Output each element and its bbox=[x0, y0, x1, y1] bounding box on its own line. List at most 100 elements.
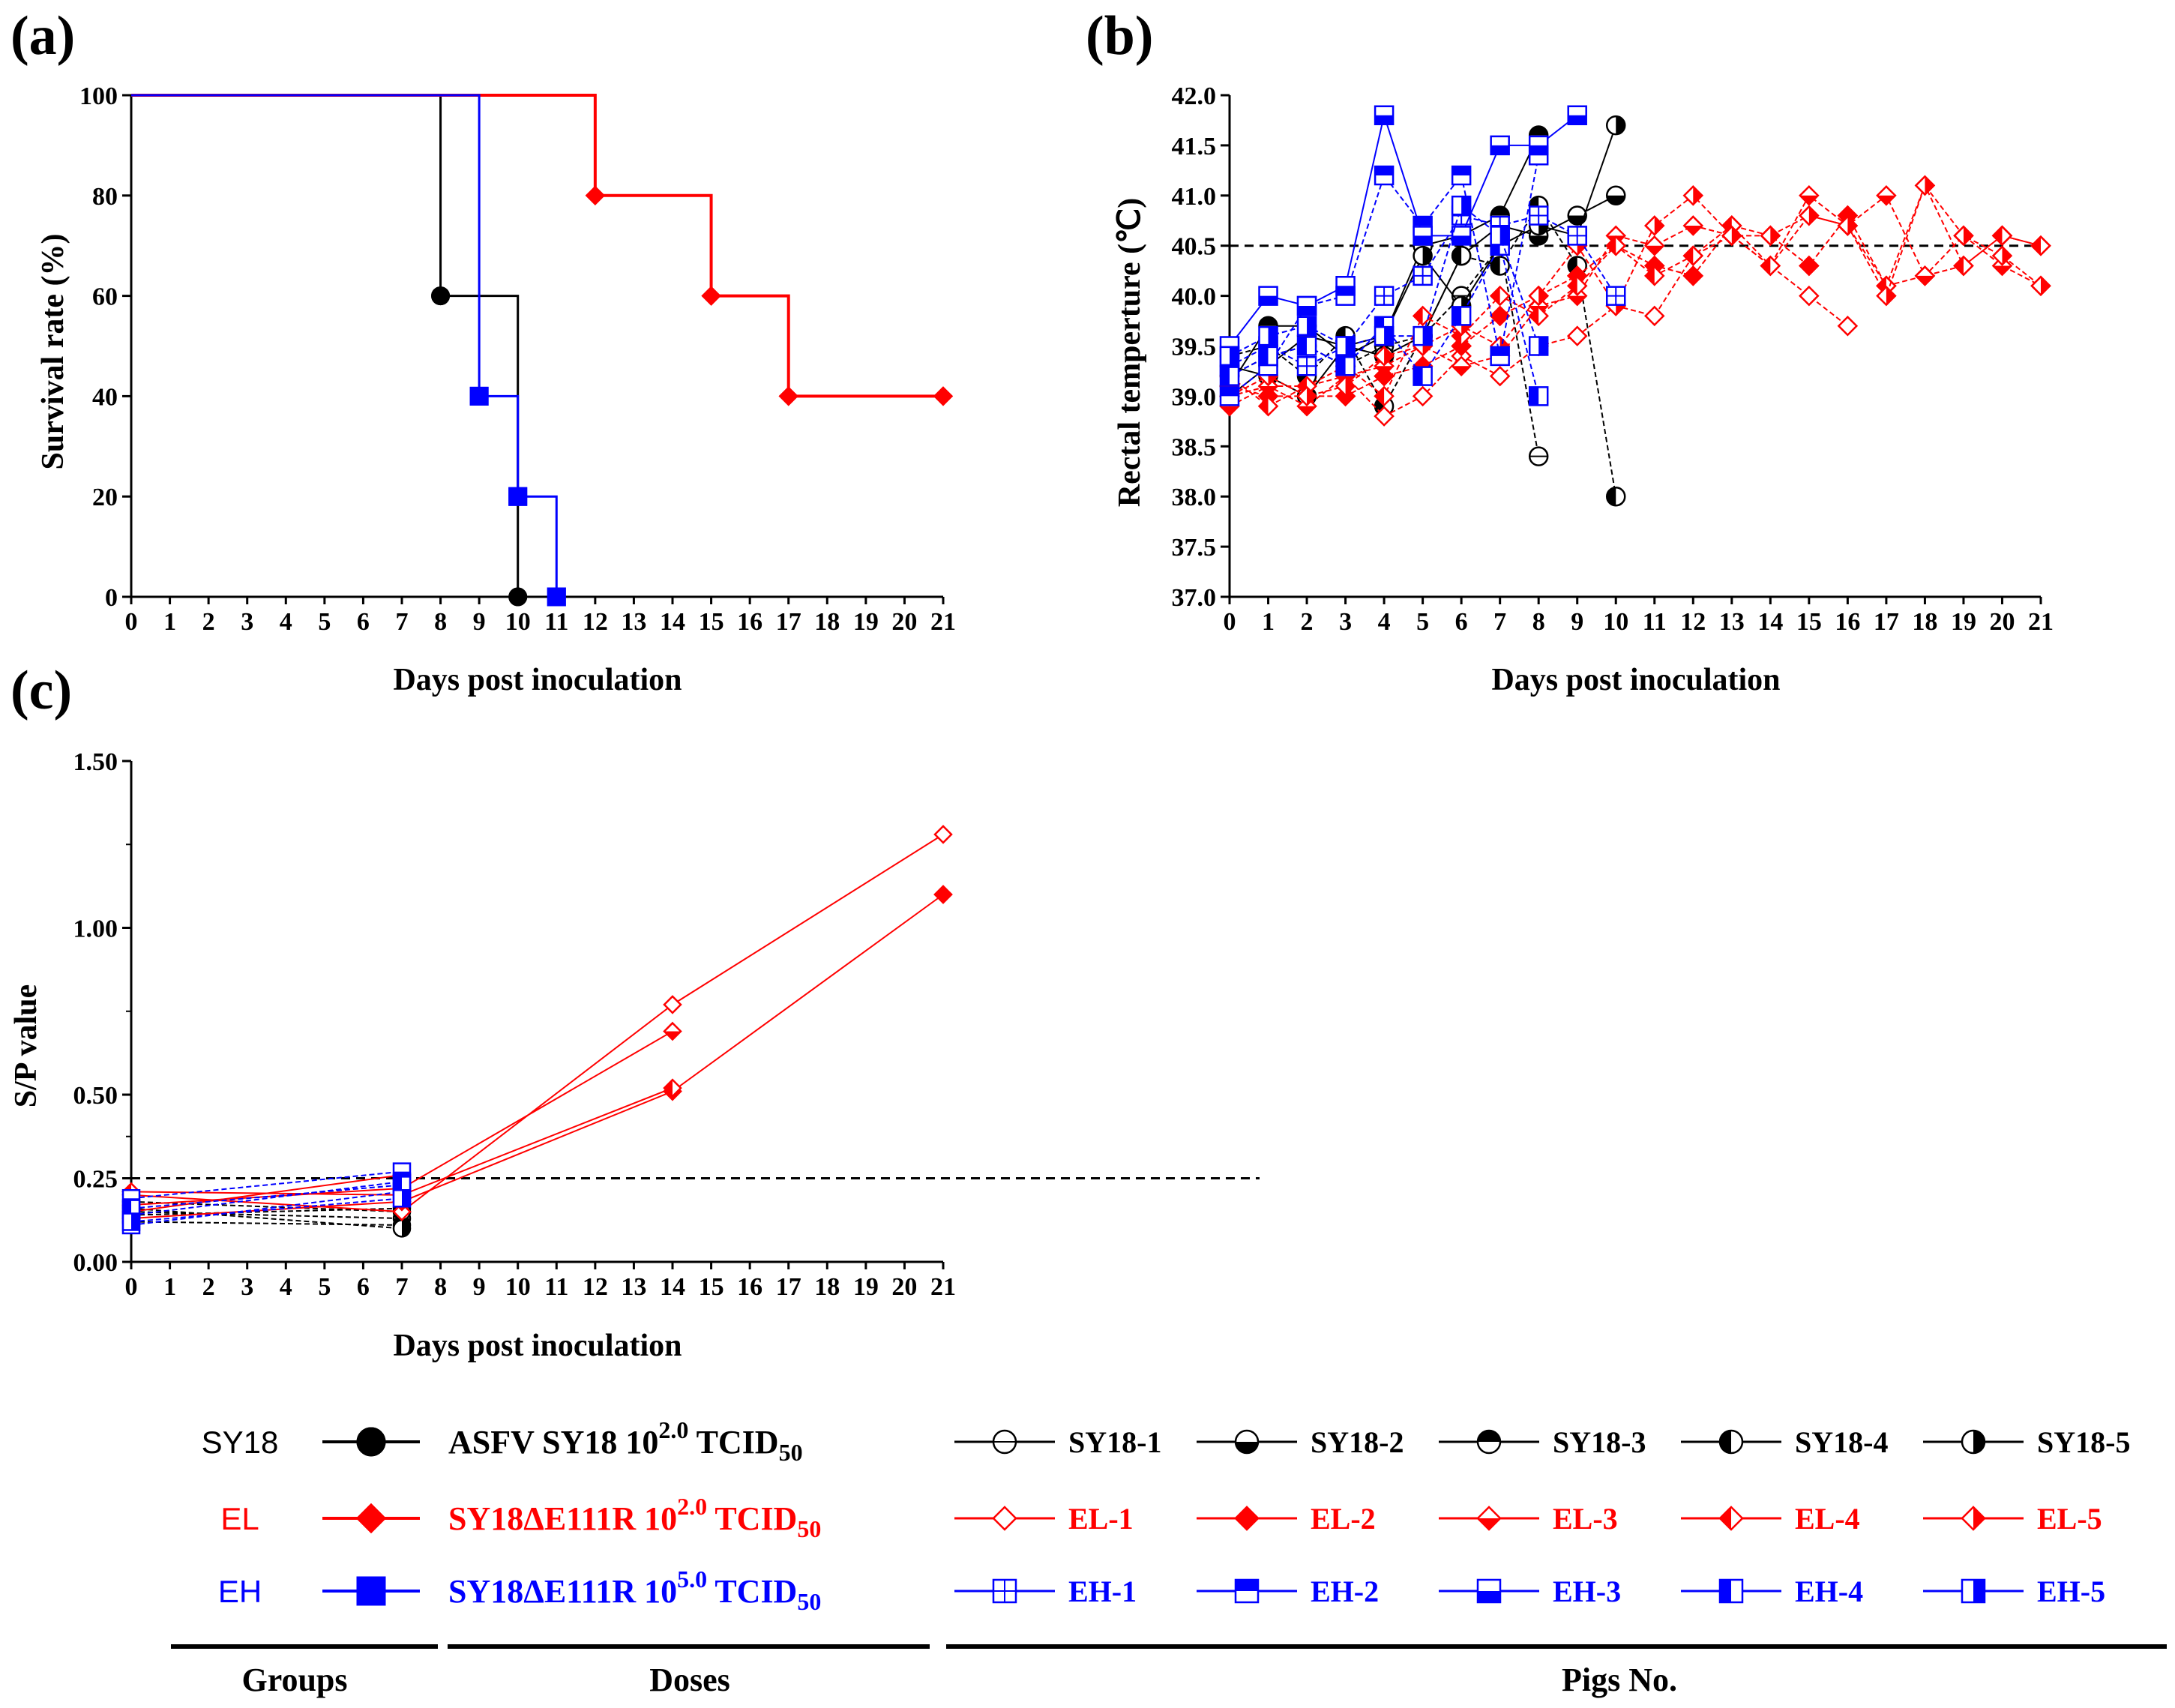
legend-pig-label: SY18-1 bbox=[1068, 1425, 1161, 1459]
panel-c-x-tick-label: 13 bbox=[621, 1273, 646, 1301]
panel-a-x-tick-label: 3 bbox=[241, 608, 253, 636]
panel-b-point-EL-5 bbox=[1721, 225, 1742, 247]
panel-b-line-SY18-4 bbox=[1229, 204, 1617, 497]
panel-c-line-EH-1 bbox=[130, 1180, 403, 1216]
panel-b-point-EH-4 bbox=[1451, 306, 1472, 326]
panel-c-x-axis-title: Days post inoculation bbox=[393, 1329, 682, 1363]
legend-pig-label: SY18-5 bbox=[2037, 1425, 2130, 1459]
panel-b-point-EH-3 bbox=[1296, 295, 1317, 316]
panel-b-y-tick-label: 39.5 bbox=[1172, 334, 1217, 361]
panel-b-point-EH-5 bbox=[1528, 336, 1549, 356]
panel-c-x-tick-label: 14 bbox=[660, 1273, 685, 1301]
panel-a-y-tick-label: 20 bbox=[92, 484, 118, 511]
panel-b-series-EH-5 bbox=[1219, 195, 1549, 367]
panel-b-x-tick-label: 0 bbox=[1224, 608, 1236, 636]
panel-b-point-EH-5 bbox=[1451, 195, 1472, 216]
panel-b-point-EL-5 bbox=[1335, 376, 1356, 397]
panel-c-x-tick-label: 1 bbox=[163, 1273, 176, 1301]
panel-b-x-tick-label: 21 bbox=[2028, 608, 2054, 636]
legend-group-label: SY18 bbox=[202, 1425, 279, 1460]
panel-c-point-EL-1 bbox=[663, 995, 682, 1014]
panel-a-point-EH bbox=[508, 487, 528, 506]
panel-c-line-EL-1 bbox=[130, 834, 944, 1213]
panel-c-series-EL-1 bbox=[121, 825, 953, 1221]
panel-c-x-tick-label: 15 bbox=[699, 1273, 724, 1301]
panel-b-x-tick-label: 20 bbox=[1989, 608, 2015, 636]
legend-pig-label: EH-5 bbox=[2037, 1575, 2105, 1608]
panel-c-x-tick-label: 7 bbox=[396, 1273, 409, 1301]
legend-row-EH: EH SY18ΔE111R 105.0 TCID50 EH-1 EH-2 EH-3 EH-… bbox=[218, 1566, 2105, 1615]
panel-a-x-tick-label: 15 bbox=[699, 608, 724, 636]
panel-b-point-EH-4 bbox=[1413, 366, 1433, 386]
panel-b-y-tick-label: 37.5 bbox=[1172, 534, 1217, 562]
panel-c-y-tick-label: 0.25 bbox=[73, 1166, 118, 1194]
panel-a-y-tick-label: 60 bbox=[92, 283, 118, 311]
legend-pig-marker-EL-3 bbox=[1476, 1506, 1502, 1531]
panel-b-point-EL-4 bbox=[1605, 235, 1627, 256]
panel-b-y-axis-title: Rectal temperture (℃) bbox=[1113, 198, 1147, 508]
panel-c-x-tick-label: 3 bbox=[241, 1273, 253, 1301]
panel-b-x-tick-label: 4 bbox=[1378, 608, 1391, 636]
panel-a-series-EH bbox=[131, 94, 566, 607]
panel-b-point-EL-4 bbox=[1374, 385, 1395, 407]
panel-b-point-EL-5 bbox=[1528, 285, 1549, 307]
panel-c-line-SY18-5 bbox=[130, 1207, 403, 1230]
legend-pig-marker-EH-1 bbox=[992, 1578, 1017, 1604]
legend-row-SY18: SY18 ASFV SY18 102.0 TCID50 SY18-1 SY18-2 SY… bbox=[202, 1416, 2131, 1466]
legend-pig-marker-SY18-3 bbox=[1476, 1429, 1502, 1455]
panel-c-x-tick-label: 2 bbox=[202, 1273, 215, 1301]
panel-b-point-EH-1 bbox=[1605, 286, 1626, 306]
panel-a-x-axis-title: Days post inoculation bbox=[393, 663, 682, 697]
panel-a-step-line-SY18 bbox=[131, 94, 520, 597]
panel-c-line-EH-5 bbox=[130, 1197, 403, 1223]
panel-b-x-tick-label: 16 bbox=[1835, 608, 1860, 636]
panel-a-x-tick-label: 13 bbox=[621, 608, 646, 636]
panel-b-x-tick-label: 17 bbox=[1874, 608, 1899, 636]
panel-b-point-EH-4 bbox=[1296, 336, 1317, 356]
panel-b-point-EH-2 bbox=[1219, 386, 1240, 406]
panel-b-line-EL-5 bbox=[1229, 184, 2042, 397]
panel-b-x-tick-label: 12 bbox=[1680, 608, 1706, 636]
panel-b-point-SY18-4 bbox=[1451, 245, 1472, 266]
panel-b-temperature-chart: (b) Rectal temperture (℃) Days post inoc… bbox=[1086, 5, 2054, 697]
legend-group-marker-SY18 bbox=[356, 1427, 386, 1457]
panel-c-line-EH-2 bbox=[130, 1191, 403, 1226]
panel-a-y-tick-label: 0 bbox=[105, 584, 118, 612]
panel-a-series-SY18 bbox=[131, 94, 528, 607]
panel-a-x-tick-label: 8 bbox=[434, 608, 447, 636]
legend-group-marker-EL bbox=[355, 1503, 387, 1534]
panel-a-x-tick-label: 21 bbox=[930, 608, 956, 636]
panel-b-point-EH-5 bbox=[1219, 346, 1240, 367]
panel-b-x-tick-label: 15 bbox=[1796, 608, 1822, 636]
panel-a-x-tick-label: 5 bbox=[318, 608, 331, 636]
panel-b-point-EH-3 bbox=[1490, 135, 1510, 156]
panel-a-x-tick-label: 4 bbox=[280, 608, 292, 636]
panel-b-point-SY18-4 bbox=[1605, 486, 1626, 507]
legend-pig-label: EH-1 bbox=[1068, 1575, 1137, 1608]
panel-b-series-EH-1 bbox=[1219, 205, 1626, 376]
panel-b-point-EL-1 bbox=[1489, 365, 1511, 387]
panel-b-point-EH-1 bbox=[1528, 205, 1549, 226]
panel-b-point-EL-3 bbox=[1876, 185, 1897, 206]
panel-c-point-EH-5 bbox=[392, 1189, 412, 1208]
panel-b-x-tick-label: 7 bbox=[1493, 608, 1506, 636]
panel-c-point-EL-1 bbox=[392, 1202, 412, 1221]
panel-c-x-tick-label: 18 bbox=[814, 1273, 840, 1301]
panel-a-step-line-EH bbox=[131, 94, 558, 597]
panel-b-point-EL-1 bbox=[1374, 406, 1395, 427]
panel-b-point-EH-2 bbox=[1374, 165, 1395, 186]
legend-pig-marker-EL-5 bbox=[1961, 1506, 1986, 1531]
panel-b-point-EL-5 bbox=[1837, 215, 1859, 236]
panel-b-point-EL-3 bbox=[1643, 235, 1665, 256]
panel-b-point-EL-4 bbox=[1412, 305, 1434, 327]
panel-b-x-tick-label: 10 bbox=[1603, 608, 1628, 636]
legend-row-EL: EL SY18ΔE111R 102.0 TCID50 EL-1 EL-2 EL-3 EL-… bbox=[220, 1493, 2102, 1542]
panel-c-x-tick-label: 20 bbox=[891, 1273, 917, 1301]
panel-c-x-tick-label: 21 bbox=[930, 1273, 956, 1301]
panel-b-point-EL-4 bbox=[1682, 245, 1704, 266]
panel-b-point-EH-3 bbox=[1413, 226, 1433, 246]
panel-b-point-EL-3 bbox=[1451, 355, 1472, 377]
panel-b-point-EH-5 bbox=[1413, 325, 1433, 346]
panel-a-y-tick-label: 80 bbox=[92, 183, 118, 211]
panel-b-point-EL-2 bbox=[1682, 265, 1704, 286]
